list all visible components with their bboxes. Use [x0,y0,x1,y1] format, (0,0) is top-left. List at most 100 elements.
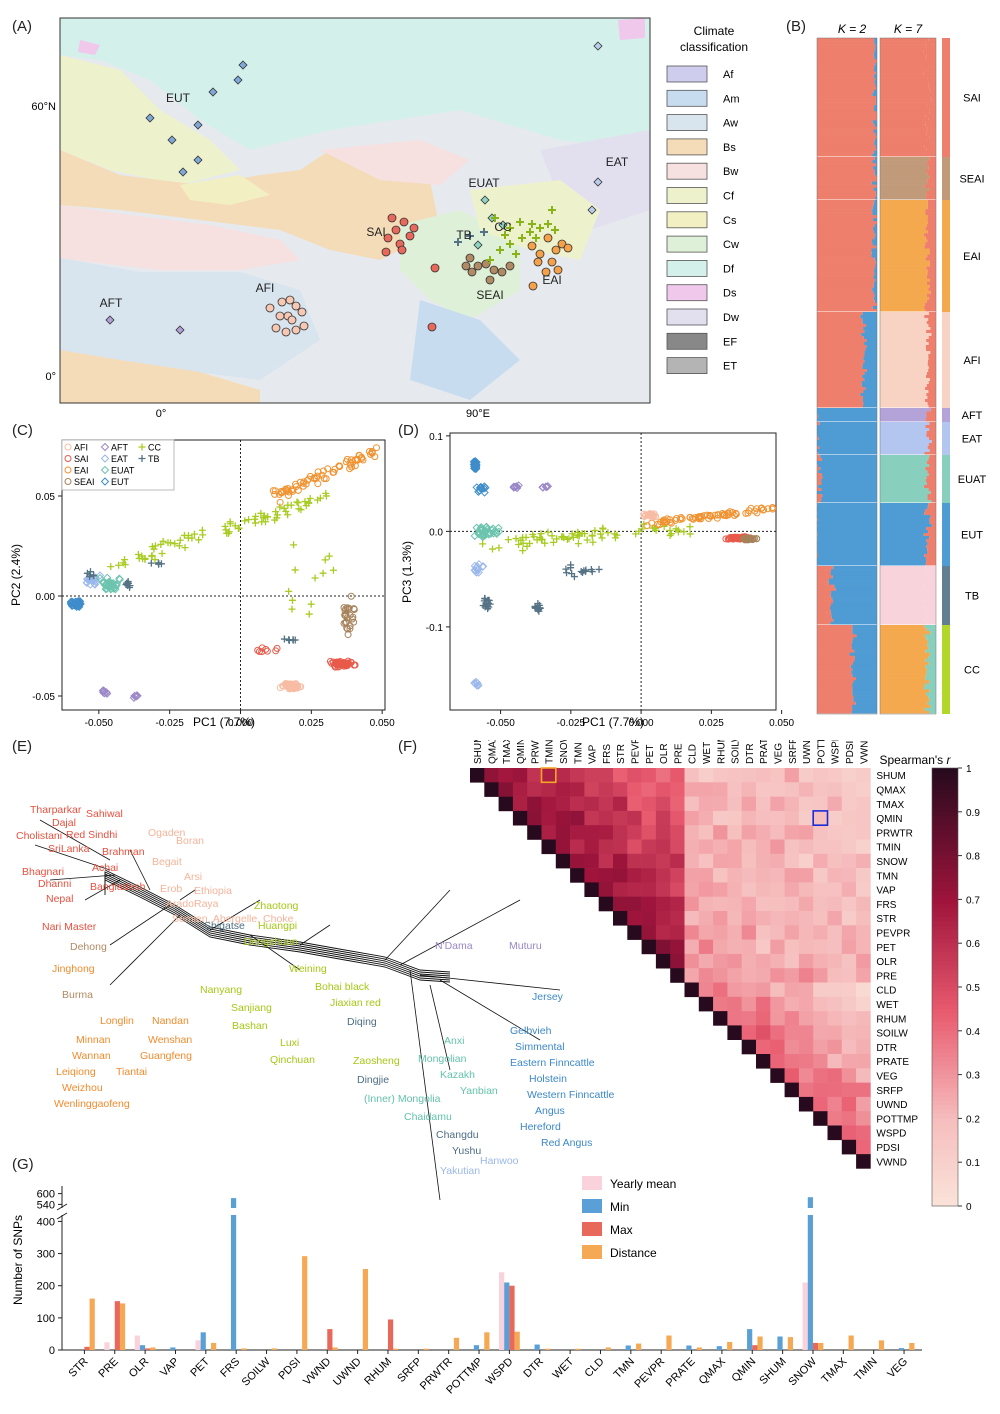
heatmap-cell [827,1111,843,1126]
k7-bar-eai [924,245,936,249]
heatmap-cell [570,839,585,855]
tree-label: Dingjie [357,1074,389,1086]
pca-point-eai [343,455,351,463]
tree-label: SriLanka [48,843,90,855]
bar-min [139,1345,146,1350]
k7-bar-afi [926,330,936,334]
k7-bar-aft [926,415,936,419]
k7-bar-eut [924,512,936,516]
map-point-eut [193,120,203,130]
bar-x-tick-label: RHUM [362,1356,394,1388]
bar-distance [362,1269,369,1350]
bar-distance [575,1348,581,1350]
k2-bar-eai [874,257,877,261]
k7-bar-afi [924,315,936,319]
k2-bar-eai [873,275,877,280]
map-point-eat [593,177,603,187]
k7-bar-afi [925,375,936,379]
k7-bar-eut [927,542,936,546]
k2-bar-sai [817,83,876,88]
k2-bar-eut [817,515,877,519]
k2-bar-euat [817,461,877,465]
climate-region-ds [618,18,645,40]
bar-x-tick-label: QMIN [730,1356,759,1385]
k2-bar-seai [872,160,877,164]
pca-point-seai [346,625,354,633]
colorbar-segment [932,768,958,773]
k2-bar-afi [863,390,877,394]
colorbar-segment [932,1127,958,1133]
k7-bar-tb [923,606,936,610]
heatmap-col-label: SOILW [731,740,742,764]
k2-bar-afi [817,354,865,358]
pca-point-eut [475,486,484,495]
heatmap-cell [798,896,814,912]
k7-bar-sai [880,108,930,112]
k7-bar-eai [880,263,930,267]
pca-point-eai [292,480,300,488]
bar-x-tick-label: SRFP [395,1356,424,1385]
pca-point-eai [276,498,284,506]
map-point-tb [480,228,488,236]
k7-bar-eut [880,536,930,540]
k7-bar-cc [926,628,936,632]
k7-bar-sai [880,53,927,57]
colorbar-tick-label: 0.7 [966,895,980,906]
k2-bar-afi [817,375,863,379]
pca-point-tb [86,571,94,579]
colorbar-segment [932,987,958,992]
k2-bar-cc [817,680,854,684]
heatmap-cell [827,939,843,955]
k7-bar-eai [929,296,936,301]
pca-point-eai [697,515,705,523]
pca-point-eut [471,464,481,473]
heatmap-cell [756,896,771,912]
k2-bar-sai [817,41,875,45]
k7-bar-afi [880,360,928,364]
pca-point-cc [583,536,591,544]
bar-distance [332,1347,338,1350]
pca-point-eai [732,509,740,517]
k2-bar-eai [872,212,877,216]
heatmap-cell [756,982,771,998]
colorbar-tick-label: 0.2 [966,1114,980,1125]
k7-bar-sai [880,99,932,103]
heatmap-cell [770,911,785,926]
heatmap-cell [613,911,628,926]
k2-bar-cc [851,671,877,675]
k2-bar-afi [864,378,877,382]
heatmap-cell [713,996,728,1012]
k7-bar-aft [926,411,936,416]
pca-point-cc [294,499,302,507]
k7-bar-cc [880,631,931,635]
bar-min [200,1332,206,1350]
heatmap-cell [856,968,871,983]
k7-bar-eut [924,554,936,558]
heatmap-cell [627,853,642,869]
k7-bar-eai [880,251,930,255]
bar-legend-label: Min [610,1200,629,1214]
pca-point-eai [271,490,279,498]
tree-label: (Inner) Mongolia [364,1093,441,1105]
bar-distance [878,1340,885,1350]
colorbar-segment [932,982,958,988]
k7-bar-tb [880,615,928,620]
k2-bar-sai [817,117,877,121]
heatmap-cell [641,925,657,940]
k2-bar-cc [817,637,854,641]
pca-point-aft [129,693,139,702]
heatmap-cell [698,882,714,897]
k2-bar-eai [817,248,872,252]
k7-bar-eat [880,452,925,456]
k7-bar-tb [928,569,936,573]
k7-bar-eut [880,542,928,546]
k7-bar-sai [925,123,936,127]
k2-bar-cc [817,701,856,706]
k7-bar-eai [880,272,928,276]
heatmap-cell [827,896,843,912]
bar-x-tick-label: TMN [612,1356,637,1381]
k2-bar-eut [817,503,877,507]
pca-point-cc [599,524,607,532]
tree-label: Arado [166,898,194,910]
